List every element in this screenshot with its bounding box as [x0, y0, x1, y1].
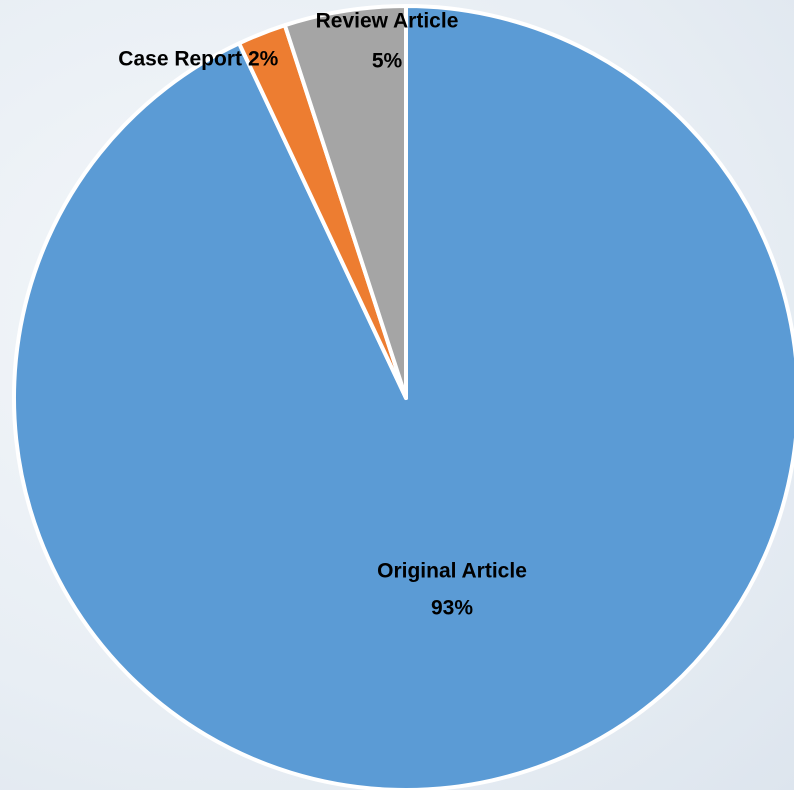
data-label-name: Original Article	[377, 560, 527, 583]
data-label-name: Review Article	[316, 10, 459, 33]
data-label-value: 93%	[431, 597, 473, 620]
pie-slice	[282, 4, 408, 400]
data-label-name: Case Report	[118, 48, 242, 71]
data-label-value: 5%	[372, 50, 403, 73]
data-label-value: 2%	[248, 48, 279, 71]
